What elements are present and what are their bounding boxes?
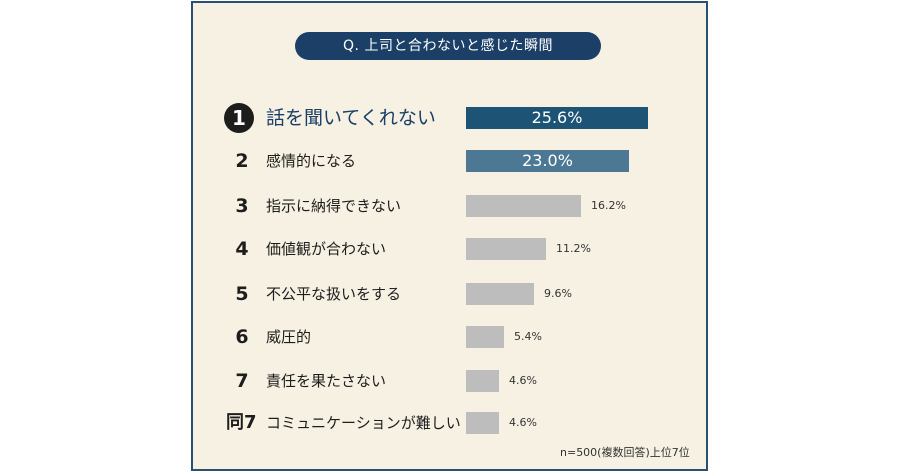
value-label: 4.6% xyxy=(509,374,537,387)
category-label: コミュニケーションが難しい xyxy=(266,414,461,432)
chart-row: 4 価値観が合わない 11.2% xyxy=(0,231,900,267)
value-label: 4.6% xyxy=(509,416,537,429)
value-label: 25.6% xyxy=(531,108,583,127)
bar xyxy=(466,238,546,260)
bar xyxy=(466,283,534,305)
bar xyxy=(466,150,629,172)
rank-number: 3 xyxy=(235,195,249,217)
category-label: 威圧的 xyxy=(266,328,312,346)
chart-row: 7 責任を果たさない 4.6% xyxy=(0,363,900,399)
rank-number: 2 xyxy=(235,150,249,172)
bar xyxy=(466,370,499,392)
value-label: 9.6% xyxy=(544,287,572,300)
chart-row: 3 指示に納得できない 16.2% xyxy=(0,188,900,224)
category-label: 指示に納得できない xyxy=(266,197,402,215)
value-label: 11.2% xyxy=(556,242,591,255)
category-label: 不公平な扱いをする xyxy=(266,285,402,303)
bar xyxy=(466,412,499,434)
rank-number: 7 xyxy=(235,370,249,392)
category-label: 価値観が合わない xyxy=(266,240,387,258)
value-label: 23.0% xyxy=(522,151,573,170)
rank-number: 4 xyxy=(235,238,249,260)
category-label: 感情的になる xyxy=(266,152,357,170)
chart-row: 2 感情的になる 23.0% xyxy=(0,143,900,179)
chart-card xyxy=(191,1,708,471)
bar xyxy=(466,107,648,129)
value-label: 16.2% xyxy=(591,199,626,212)
chart-row: 6 威圧的 5.4% xyxy=(0,319,900,355)
bar xyxy=(466,326,504,348)
chart-row: 5 不公平な扱いをする 9.6% xyxy=(0,276,900,312)
category-label: 責任を果たさない xyxy=(266,372,387,390)
category-label: 話を聞いてくれない xyxy=(266,107,436,129)
chart-row: 同7 コミュニケーションが難しい 4.6% xyxy=(0,405,900,441)
rank-number: 5 xyxy=(235,283,249,305)
rank-badge: 1 xyxy=(224,103,254,133)
bar xyxy=(466,195,581,217)
rank-number: 6 xyxy=(235,326,249,348)
sample-note: n=500(複数回答)上位7位 xyxy=(560,446,690,459)
chart-row: 1 話を聞いてくれない 25.6% xyxy=(0,100,900,136)
value-label: 5.4% xyxy=(514,330,542,343)
rank-number: 同7 xyxy=(226,412,257,433)
chart-title: Q. 上司と合わないと感じた瞬間 xyxy=(295,32,601,60)
